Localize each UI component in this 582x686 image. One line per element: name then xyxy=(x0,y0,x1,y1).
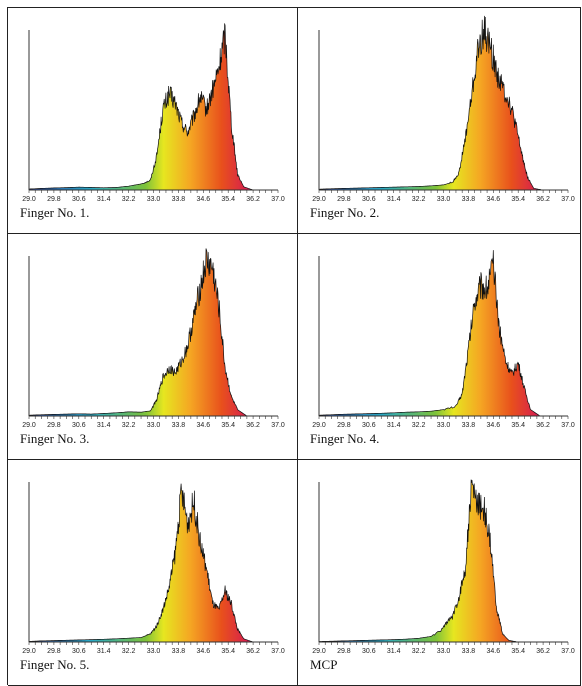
chart-panel: 29.0 29.8 30.6 31.4 32.2 33.0 33.8 34.6 35.4 36.2… xyxy=(8,234,298,460)
histogram-chart: 29.0 29.8 30.6 31.4 32.2 33.0 33.8 34.6 35.4 36.2… xyxy=(22,482,285,655)
x-tick-label: 32.2 xyxy=(412,648,426,655)
x-tick-label: 33.8 xyxy=(172,196,186,203)
x-tick-label: 30.6 xyxy=(362,422,376,429)
figure-grid: 29.0 29.8 30.6 31.4 32.2 33.0 33.8 34.6 35.4 36.2… xyxy=(7,7,581,686)
x-tick-label: 33.0 xyxy=(147,196,161,203)
x-tick-label: 33.0 xyxy=(437,648,451,655)
x-tick-label: 29.0 xyxy=(312,422,326,429)
histogram-area xyxy=(319,250,540,416)
x-tick-label: 29.8 xyxy=(47,196,61,203)
x-tick-label: 32.2 xyxy=(412,422,426,429)
x-tick-label: 34.6 xyxy=(486,422,500,429)
x-tick-label: 33.8 xyxy=(462,196,476,203)
x-tick-label: 32.2 xyxy=(122,196,136,203)
x-tick-label: 35.4 xyxy=(221,648,235,655)
histogram-area xyxy=(319,479,519,642)
x-tick-label: 34.6 xyxy=(486,648,500,655)
x-tick-label: 37.0 xyxy=(271,648,285,655)
x-tick-label: 35.4 xyxy=(221,196,235,203)
x-tick-label: 33.8 xyxy=(172,422,186,429)
x-tick-label: 31.4 xyxy=(387,648,401,655)
x-tick-label: 29.0 xyxy=(312,196,326,203)
x-tick-label: 36.2 xyxy=(246,196,260,203)
panel-caption: Finger No. 5. xyxy=(20,657,90,672)
x-tick-label: 35.4 xyxy=(221,422,235,429)
panel-caption: Finger No. 2. xyxy=(310,205,380,220)
x-tick-label: 32.2 xyxy=(122,648,136,655)
x-tick-label: 34.6 xyxy=(196,196,210,203)
histogram-chart: 29.0 29.8 30.6 31.4 32.2 33.0 33.8 34.6 35.4 36.2… xyxy=(22,23,285,203)
histogram-outline xyxy=(29,248,248,417)
x-tick-label: 33.0 xyxy=(437,196,451,203)
x-tick-label: 31.4 xyxy=(97,196,111,203)
x-tick-label: 31.4 xyxy=(387,422,401,429)
chart-panel: 29.0 29.8 30.6 31.4 32.2 33.0 33.8 34.6 35.4 36.2… xyxy=(298,460,581,686)
x-tick-label: 29.0 xyxy=(22,648,36,655)
x-tick-label: 33.0 xyxy=(437,422,451,429)
x-tick-label: 29.8 xyxy=(47,422,61,429)
x-tick-label: 35.4 xyxy=(511,648,525,655)
x-tick-label: 30.6 xyxy=(72,648,86,655)
histogram-outline xyxy=(29,23,254,191)
x-tick-label: 35.4 xyxy=(511,422,525,429)
histogram-area xyxy=(29,483,254,642)
panel-caption: Finger No. 3. xyxy=(20,431,90,446)
chart-panel: 29.0 29.8 30.6 31.4 32.2 33.0 33.8 34.6 35.4 36.2… xyxy=(8,460,298,686)
x-tick-label: 29.0 xyxy=(22,422,36,429)
x-tick-label: 30.6 xyxy=(362,196,376,203)
x-tick-label: 36.2 xyxy=(536,196,550,203)
x-tick-label: 29.0 xyxy=(312,648,326,655)
x-tick-label: 33.8 xyxy=(172,648,186,655)
x-tick-label: 37.0 xyxy=(561,648,575,655)
x-tick-label: 30.6 xyxy=(72,422,86,429)
x-tick-label: 36.2 xyxy=(536,422,550,429)
x-tick-label: 34.6 xyxy=(196,648,210,655)
x-tick-label: 31.4 xyxy=(387,196,401,203)
histogram-area xyxy=(29,23,254,191)
histogram-outline xyxy=(319,250,541,417)
x-tick-label: 32.2 xyxy=(122,422,136,429)
x-tick-label: 36.2 xyxy=(536,648,550,655)
histogram-outline xyxy=(28,483,254,643)
panel-caption: Finger No. 4. xyxy=(310,431,380,446)
x-tick-label: 33.0 xyxy=(147,648,161,655)
x-tick-label: 37.0 xyxy=(271,196,285,203)
panel-caption: Finger No. 1. xyxy=(20,205,90,220)
x-tick-label: 29.8 xyxy=(337,196,351,203)
chart-panel: 29.0 29.8 30.6 31.4 32.2 33.0 33.8 34.6 35.4 36.2… xyxy=(298,8,581,234)
x-tick-label: 37.0 xyxy=(561,422,575,429)
x-tick-label: 32.2 xyxy=(412,196,426,203)
x-tick-label: 31.4 xyxy=(97,422,111,429)
x-tick-label: 33.8 xyxy=(462,648,476,655)
x-tick-label: 33.8 xyxy=(462,422,476,429)
x-tick-label: 36.2 xyxy=(246,422,260,429)
histogram-chart: 29.0 29.8 30.6 31.4 32.2 33.0 33.8 34.6 35.4 36.2… xyxy=(312,250,575,429)
histogram-area xyxy=(29,248,247,416)
panel-caption: MCP xyxy=(310,657,338,672)
x-tick-label: 29.0 xyxy=(22,196,36,203)
x-tick-label: 30.6 xyxy=(362,648,376,655)
x-tick-label: 34.6 xyxy=(196,422,210,429)
x-tick-label: 36.2 xyxy=(246,648,260,655)
x-tick-label: 37.0 xyxy=(271,422,285,429)
x-tick-label: 35.4 xyxy=(511,196,525,203)
histogram-chart: 29.0 29.8 30.6 31.4 32.2 33.0 33.8 34.6 35.4 36.2… xyxy=(312,15,575,203)
histogram-chart: 29.0 29.8 30.6 31.4 32.2 33.0 33.8 34.6 35.4 36.2… xyxy=(312,479,575,655)
histogram-chart: 29.0 29.8 30.6 31.4 32.2 33.0 33.8 34.6 35.4 36.2… xyxy=(22,248,285,429)
chart-panel: 29.0 29.8 30.6 31.4 32.2 33.0 33.8 34.6 35.4 36.2… xyxy=(8,8,298,234)
x-tick-label: 29.8 xyxy=(47,648,61,655)
histogram-outline xyxy=(319,479,519,643)
x-tick-label: 29.8 xyxy=(337,648,351,655)
histogram-outline xyxy=(319,15,544,191)
x-tick-label: 29.8 xyxy=(337,422,351,429)
x-tick-label: 33.0 xyxy=(147,422,161,429)
x-tick-label: 30.6 xyxy=(72,196,86,203)
x-tick-label: 37.0 xyxy=(561,196,575,203)
histogram-area xyxy=(319,15,544,191)
x-tick-label: 31.4 xyxy=(97,648,111,655)
chart-panel: 29.0 29.8 30.6 31.4 32.2 33.0 33.8 34.6 35.4 36.2… xyxy=(298,234,581,460)
x-tick-label: 34.6 xyxy=(486,196,500,203)
